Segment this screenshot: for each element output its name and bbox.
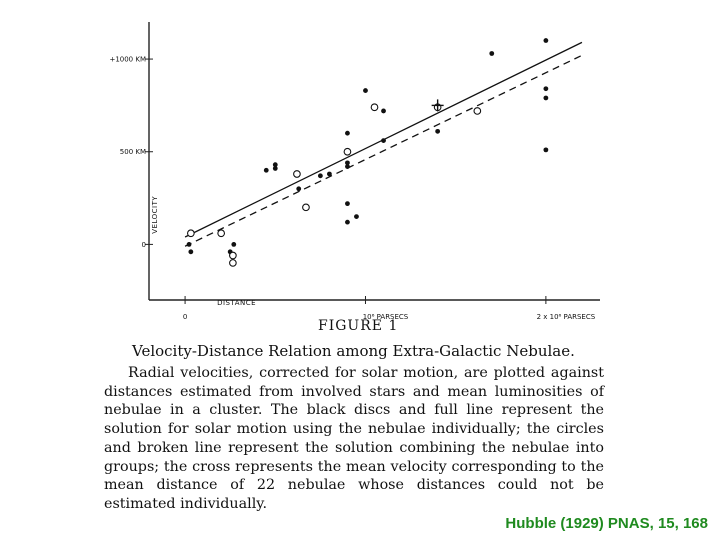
y-axis-label: VELOCITY (151, 196, 159, 234)
nebula-disc-point (345, 130, 350, 136)
broken-fit-line (184, 54, 583, 247)
y-tick-label: +1000 KM (109, 56, 146, 64)
nebula-disc-point (345, 164, 350, 169)
group-circle-point (302, 203, 310, 212)
nebula-disc-point (327, 171, 332, 177)
group-circle-point (229, 251, 237, 260)
y-tick-label: 500 KM (120, 148, 146, 156)
nebula-disc-point (186, 242, 192, 247)
nebula-disc-point (345, 201, 350, 207)
nebula-disc-point (345, 219, 350, 225)
nebula-disc-point (345, 160, 350, 166)
group-circle-point (229, 259, 237, 267)
nebula-disc-point (263, 167, 269, 173)
group-circle-point (293, 170, 301, 178)
nebula-disc-point (489, 51, 495, 56)
x-axis-label: DISTANCE (217, 299, 256, 307)
nebula-disc-point (188, 249, 194, 255)
figure-label: FIGURE 1 (318, 318, 399, 334)
x-tick-label: 0 (183, 313, 187, 321)
figure-caption: Radial velocities, corrected for solar m… (104, 365, 604, 512)
group-circle-point (217, 229, 226, 238)
y-tick-label: 0 (142, 241, 146, 249)
nebula-disc-point (296, 186, 302, 192)
x-tick-label: 10⁶ PARSECS (363, 313, 409, 321)
group-circle-point (187, 229, 195, 238)
group-circle-point (473, 107, 482, 115)
nebula-disc-point (435, 128, 441, 134)
nebula-disc-point (543, 86, 549, 92)
group-circle-point (343, 147, 352, 156)
figure-title: Velocity-Distance Relation among Extra-G… (132, 342, 575, 360)
nebula-disc-point (354, 214, 359, 220)
nebula-disc-point (543, 38, 549, 43)
hubble-diagram: 0 500 KM +1000 KM 0 10⁶ PARSECS 2 x 10⁶ PARSE… (109, 22, 600, 321)
nebula-disc-point (272, 166, 278, 171)
nebula-disc-point (543, 95, 549, 101)
nebula-disc-point (363, 88, 368, 93)
nebula-disc-point (231, 242, 237, 247)
nebula-disc-point (543, 147, 549, 153)
nebula-disc-point (381, 138, 386, 144)
group-circle-point (370, 103, 379, 112)
nebula-disc-point (272, 162, 278, 168)
citation: Hubble (1929) PNAS, 15, 168 (505, 515, 708, 532)
x-tick-label: 2 x 10⁶ PARSECS (537, 313, 596, 321)
nebula-disc-point (317, 173, 323, 179)
nebula-disc-point (381, 108, 386, 114)
